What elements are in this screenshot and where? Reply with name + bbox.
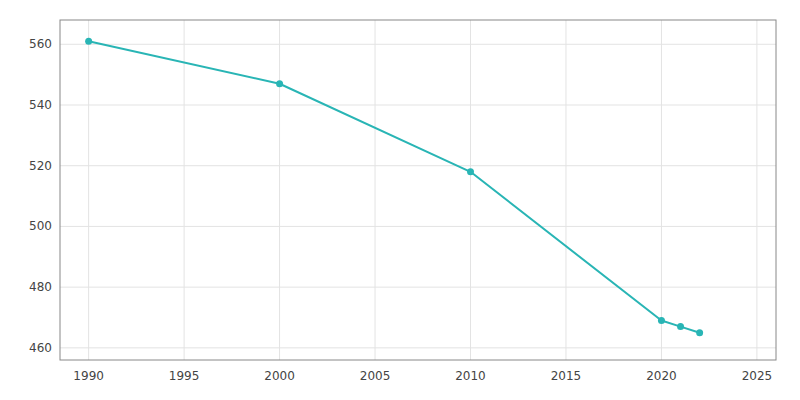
y-tick-label: 480	[29, 280, 52, 294]
line	[89, 41, 700, 332]
x-tick-label: 1995	[169, 369, 200, 383]
y-grid-line	[60, 165, 776, 166]
x-tick-label: 2020	[646, 369, 677, 383]
series	[85, 38, 703, 336]
y-grid-line	[60, 347, 776, 348]
point	[677, 323, 684, 330]
x-grid-line	[279, 20, 280, 360]
x-tick-label: 2010	[455, 369, 486, 383]
chart-container: 1990 1995 2000 2005 2010 2015 2020 2025 460 480 50…	[0, 0, 800, 400]
plot-frame	[60, 20, 776, 360]
y-grid-line	[60, 44, 776, 45]
y-tick-label: 500	[29, 219, 52, 233]
x-tick-label: 1990	[73, 369, 104, 383]
y-tick-label: 520	[29, 159, 52, 173]
x-grid-line	[470, 20, 471, 360]
point	[85, 38, 92, 45]
point	[467, 168, 474, 175]
chart: 1990 1995 2000 2005 2010 2015 2020 2025 460 480 50…	[0, 0, 800, 400]
x-tick-label: 2005	[360, 369, 391, 383]
y-grid-line	[60, 226, 776, 227]
x-grid-line	[756, 20, 757, 360]
y-tick-label: 540	[29, 98, 52, 112]
x-grid-line	[565, 20, 566, 360]
x-grid-line	[375, 20, 376, 360]
x-grid-line	[88, 20, 89, 360]
x-grid-line	[184, 20, 185, 360]
x-tick-label: 2015	[551, 369, 582, 383]
x-grid-line	[661, 20, 662, 360]
axes: 1990 1995 2000 2005 2010 2015 2020 2025 460 480 50…	[29, 37, 772, 383]
x-tick-label: 2025	[742, 369, 773, 383]
point	[658, 317, 665, 324]
point	[696, 329, 703, 336]
x-tick-label: 2000	[264, 369, 295, 383]
y-tick-label: 460	[29, 341, 52, 355]
point	[276, 80, 283, 87]
y-tick-label: 560	[29, 37, 52, 51]
grid	[60, 20, 776, 360]
y-grid-line	[60, 105, 776, 106]
y-grid-line	[60, 287, 776, 288]
